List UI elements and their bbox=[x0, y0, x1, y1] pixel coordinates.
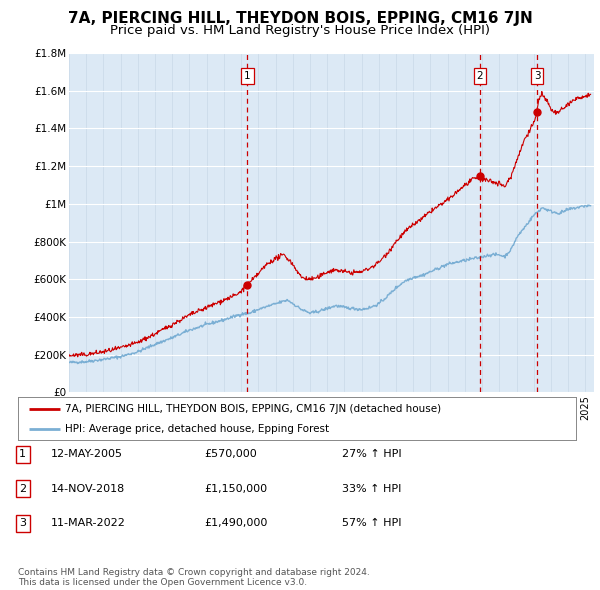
Text: HPI: Average price, detached house, Epping Forest: HPI: Average price, detached house, Eppi… bbox=[65, 424, 329, 434]
Text: 11-MAR-2022: 11-MAR-2022 bbox=[51, 519, 126, 528]
Text: 3: 3 bbox=[534, 71, 541, 81]
Text: 7A, PIERCING HILL, THEYDON BOIS, EPPING, CM16 7JN: 7A, PIERCING HILL, THEYDON BOIS, EPPING,… bbox=[68, 11, 532, 25]
Text: 57% ↑ HPI: 57% ↑ HPI bbox=[342, 519, 401, 528]
Text: 14-NOV-2018: 14-NOV-2018 bbox=[51, 484, 125, 493]
Text: Price paid vs. HM Land Registry's House Price Index (HPI): Price paid vs. HM Land Registry's House … bbox=[110, 24, 490, 37]
Text: 1: 1 bbox=[244, 71, 251, 81]
Text: 33% ↑ HPI: 33% ↑ HPI bbox=[342, 484, 401, 493]
Text: £1,150,000: £1,150,000 bbox=[204, 484, 267, 493]
Text: £1,490,000: £1,490,000 bbox=[204, 519, 268, 528]
Text: 3: 3 bbox=[19, 519, 26, 528]
Text: 27% ↑ HPI: 27% ↑ HPI bbox=[342, 450, 401, 459]
Text: 2: 2 bbox=[476, 71, 483, 81]
Text: £570,000: £570,000 bbox=[204, 450, 257, 459]
Text: 2: 2 bbox=[19, 484, 26, 493]
Text: 12-MAY-2005: 12-MAY-2005 bbox=[51, 450, 123, 459]
Text: Contains HM Land Registry data © Crown copyright and database right 2024.
This d: Contains HM Land Registry data © Crown c… bbox=[18, 568, 370, 587]
Text: 7A, PIERCING HILL, THEYDON BOIS, EPPING, CM16 7JN (detached house): 7A, PIERCING HILL, THEYDON BOIS, EPPING,… bbox=[65, 404, 442, 414]
Text: 1: 1 bbox=[19, 450, 26, 459]
